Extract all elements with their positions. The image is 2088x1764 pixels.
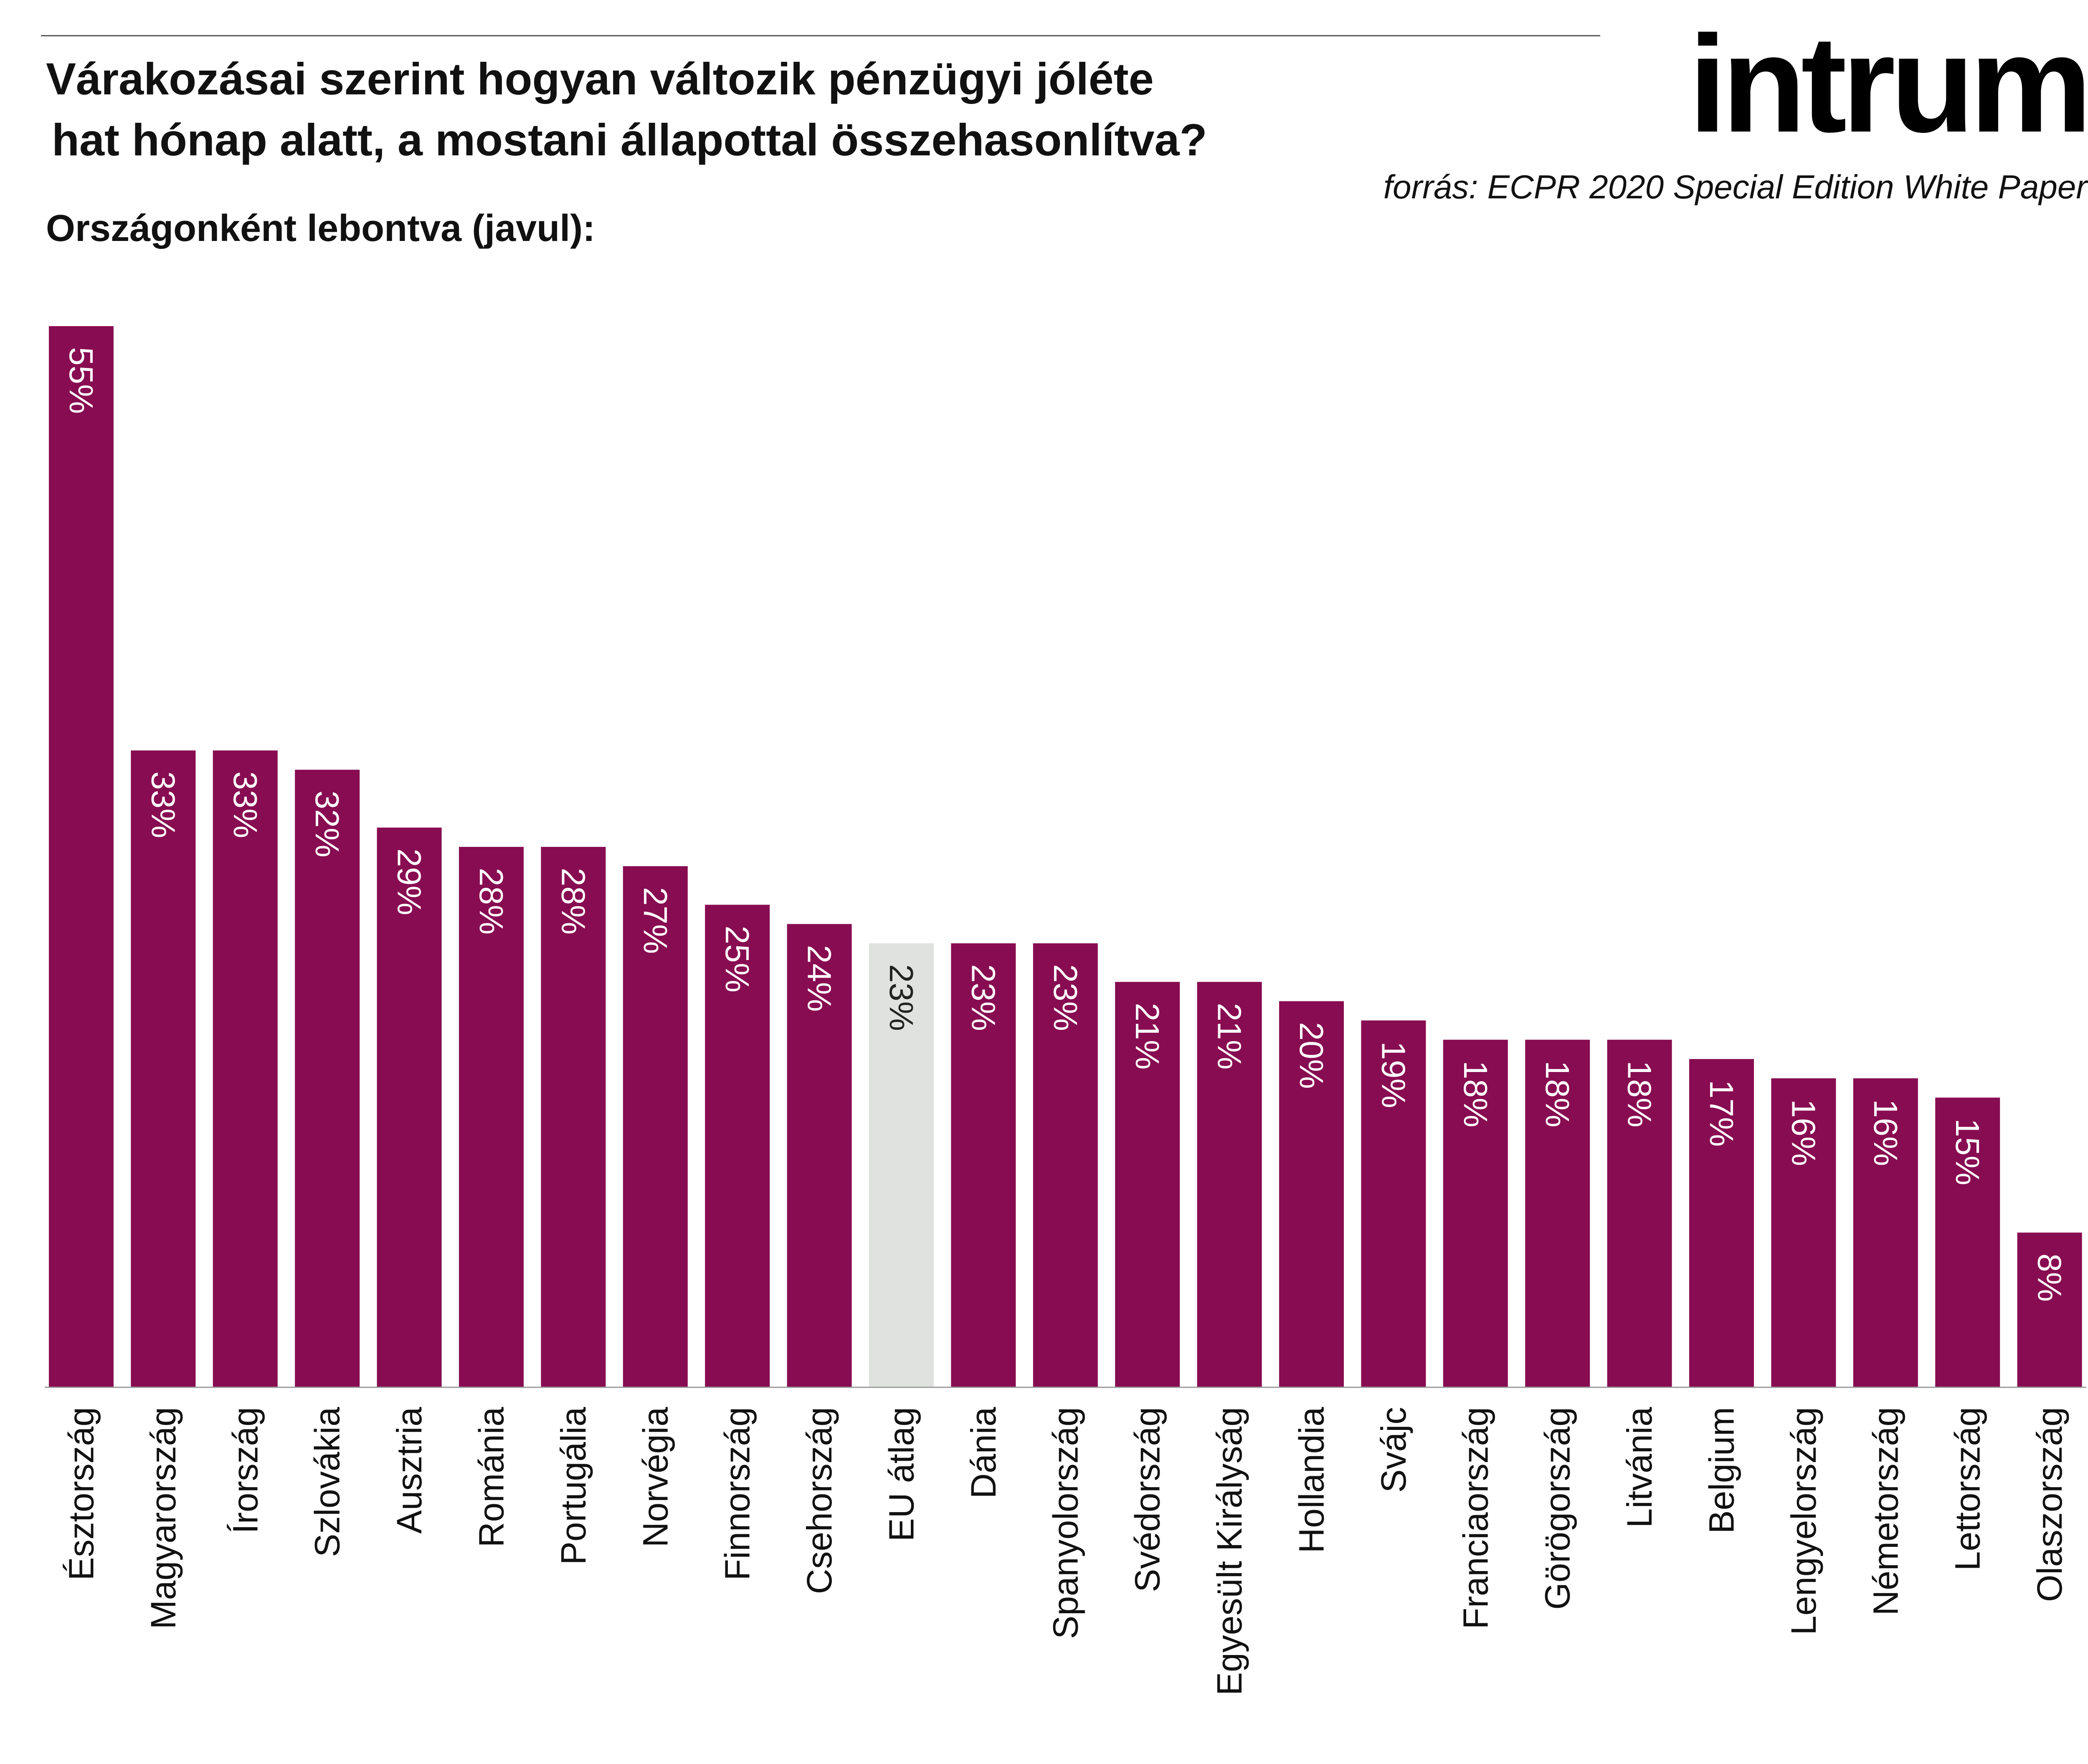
bar-olaszorszag bbox=[2017, 1232, 2082, 1387]
bar-value-label-lettorszag: 15% bbox=[1949, 1118, 1986, 1185]
category-label-ausztria: Ausztria bbox=[390, 1407, 429, 1534]
chart-subtitle: Országonként lebontva (javul): bbox=[46, 208, 595, 249]
bar-egyesult-kiralysag bbox=[1197, 982, 1262, 1387]
bar-lengyelorszag bbox=[1771, 1078, 1836, 1387]
category-label-hollandia: Hollandia bbox=[1292, 1407, 1331, 1554]
bar-szlovakia bbox=[295, 770, 360, 1387]
category-label-spanyolorszag: Spanyolország bbox=[1046, 1407, 1085, 1639]
category-label-nemetorszag: Németország bbox=[1866, 1407, 1905, 1616]
bar-svedorszag bbox=[1115, 982, 1180, 1387]
bar-value-label-csehorszag: 24% bbox=[801, 945, 838, 1012]
category-label-franciaorszag: Franciaország bbox=[1456, 1407, 1495, 1629]
source-note: forrás: ECPR 2020 Special Edition White … bbox=[1383, 168, 2087, 205]
bar-value-label-franciaorszag: 18% bbox=[1457, 1061, 1494, 1128]
bar-magyarorszag bbox=[131, 750, 196, 1387]
bar-csehorszag bbox=[787, 924, 852, 1387]
bar-value-label-eu-atlag: 23% bbox=[883, 964, 920, 1031]
bar-value-label-norvegia: 27% bbox=[637, 887, 674, 954]
category-label-belgium: Belgium bbox=[1702, 1407, 1741, 1533]
category-label-csehorszag: Csehország bbox=[800, 1407, 839, 1594]
bar-value-label-nemetorszag: 16% bbox=[1867, 1099, 1904, 1166]
bar-value-label-litvania: 18% bbox=[1621, 1061, 1658, 1128]
category-label-gorogorszag: Görögország bbox=[1538, 1407, 1577, 1610]
category-label-group: Észtország Magyarország Írország Szlovákia A… bbox=[62, 1407, 2070, 1696]
bar-eu-atlag bbox=[869, 943, 934, 1387]
bar-spanyolorszag bbox=[1033, 943, 1098, 1387]
top-rule bbox=[41, 35, 1600, 36]
bar-value-label-lengyelorszag: 16% bbox=[1785, 1099, 1822, 1166]
category-label-magyarorszag: Magyarország bbox=[144, 1407, 183, 1629]
bar-romania bbox=[459, 847, 524, 1387]
bar-value-label-spanyolorszag: 23% bbox=[1047, 964, 1084, 1031]
bar-value-label-finnorszag: 25% bbox=[719, 926, 756, 993]
category-label-esztorszag: Észtország bbox=[62, 1407, 101, 1581]
category-label-litvania: Litvánia bbox=[1620, 1407, 1659, 1528]
intrum-logo: intrum bbox=[1688, 7, 2088, 161]
category-label-romania: Románia bbox=[472, 1407, 511, 1547]
category-label-eu-atlag: EU átlag bbox=[882, 1407, 921, 1541]
bar-value-label-portugalia: 28% bbox=[555, 868, 592, 935]
bar-nemetorszag bbox=[1853, 1078, 1918, 1387]
bar-ausztria bbox=[377, 827, 442, 1387]
bar-portugalia bbox=[541, 847, 606, 1387]
category-label-lettorszag: Lettország bbox=[1948, 1407, 1987, 1571]
bar-esztorszag bbox=[49, 326, 114, 1387]
category-label-lengyelorszag: Lengyelország bbox=[1784, 1407, 1823, 1635]
bar-value-label-esztorszag: 55% bbox=[63, 347, 100, 414]
bar-hollandia bbox=[1279, 1001, 1344, 1387]
category-label-olaszorszag: Olaszország bbox=[2030, 1407, 2069, 1602]
category-label-svajc: Svájc bbox=[1374, 1407, 1413, 1493]
bar-value-label-egyesult-kiralysag: 21% bbox=[1211, 1003, 1248, 1070]
category-label-portugalia: Portugália bbox=[554, 1407, 593, 1565]
bar-value-label-szlovakia: 32% bbox=[309, 791, 346, 857]
bar-value-label-ausztria: 29% bbox=[391, 849, 428, 915]
bar-lettorszag bbox=[1935, 1097, 2000, 1387]
category-label-svedorszag: Svédország bbox=[1128, 1407, 1167, 1592]
bar-value-label-magyarorszag: 33% bbox=[144, 771, 182, 838]
bar-belgium bbox=[1689, 1059, 1754, 1387]
bar-dania bbox=[951, 943, 1016, 1387]
bar-value-label-svedorszag: 21% bbox=[1129, 1003, 1166, 1070]
bar-value-label-irorszag: 33% bbox=[227, 771, 264, 838]
chart-title-line-1: Várakozásai szerint hogyan változik pénz… bbox=[46, 53, 1154, 104]
bar-litvania bbox=[1607, 1039, 1672, 1387]
category-label-norvegia: Norvégia bbox=[636, 1407, 675, 1547]
bar-norvegia bbox=[623, 866, 688, 1387]
chart-title: Várakozásai szerint hogyan változik pénz… bbox=[46, 48, 1299, 170]
bar-value-label-gorogorszag: 18% bbox=[1539, 1061, 1576, 1128]
bar-value-label-romania: 28% bbox=[473, 868, 510, 935]
bar-label-group: 55% 33% 33% 32% 29% 28% 28% 27% 25% 24% 23% 23% 23% 2… bbox=[63, 347, 2068, 1302]
bar-value-label-olaszorszag: 8% bbox=[2031, 1254, 2068, 1302]
bar-value-label-dania: 23% bbox=[965, 964, 1002, 1031]
bar-value-label-belgium: 17% bbox=[1703, 1080, 1740, 1147]
bar-gorogorszag bbox=[1525, 1039, 1590, 1387]
category-label-irorszag: Írország bbox=[226, 1407, 265, 1533]
bar-svajc bbox=[1361, 1020, 1426, 1387]
category-label-szlovakia: Szlovákia bbox=[308, 1407, 347, 1557]
category-label-egyesult-kiralysag: Egyesült Királyság bbox=[1210, 1407, 1249, 1696]
bar-group bbox=[49, 326, 2082, 1387]
category-label-finnorszag: Finnország bbox=[718, 1407, 757, 1581]
bar-franciaorszag bbox=[1443, 1039, 1508, 1387]
bar-irorszag bbox=[213, 750, 278, 1387]
bar-value-label-svajc: 19% bbox=[1375, 1042, 1412, 1108]
bar-value-label-hollandia: 20% bbox=[1293, 1022, 1330, 1089]
bar-finnorszag bbox=[705, 905, 770, 1387]
category-label-dania: Dánia bbox=[964, 1407, 1003, 1499]
chart-title-line-2: hat hónap alatt, a mostani állapottal ös… bbox=[52, 114, 1207, 165]
